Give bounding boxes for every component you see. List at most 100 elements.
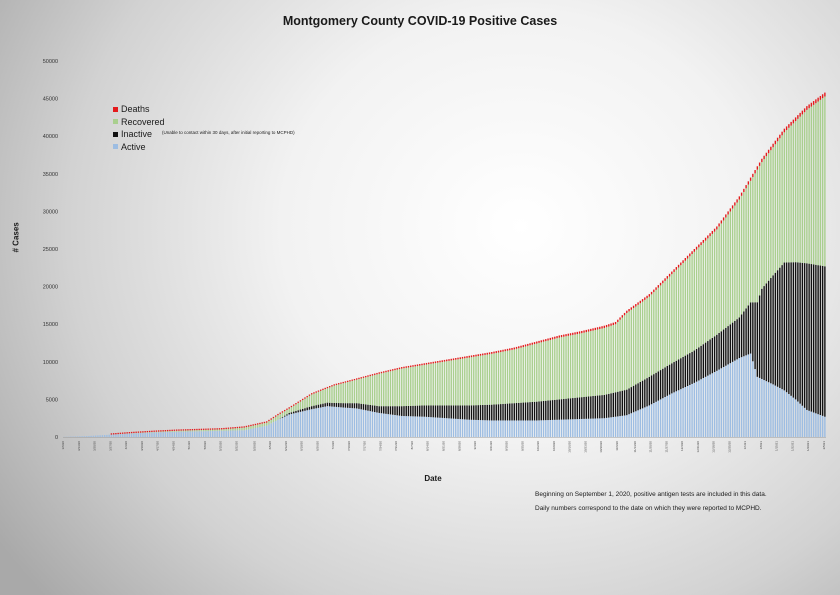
bar-deaths [619, 317, 621, 320]
legend-label-active: Active [121, 141, 146, 152]
bar-active [207, 431, 209, 437]
bar-deaths [720, 220, 723, 224]
legend-swatch-active [113, 144, 118, 150]
bar-deaths [693, 249, 696, 252]
bar-deaths [671, 271, 673, 275]
x-tick-label: 1/1/21 [743, 441, 747, 450]
bar-active [693, 382, 696, 437]
bar-recovered [380, 373, 383, 407]
bar-recovered [279, 413, 281, 419]
bar-active [650, 404, 653, 437]
bar-deaths [241, 426, 243, 428]
bar-inactive [630, 387, 633, 414]
bar-active [662, 398, 664, 437]
bar-recovered [592, 330, 594, 397]
bar-inactive [794, 262, 797, 400]
bar-active [101, 435, 104, 437]
x-tick-label: 5/22/20 [234, 441, 238, 451]
bar-recovered [502, 351, 504, 404]
bar-deaths [734, 202, 736, 206]
bar-recovered [790, 125, 792, 263]
bar-recovered [331, 386, 333, 403]
bar-recovered [556, 338, 558, 400]
bar-inactive [414, 405, 416, 417]
bar-recovered [491, 353, 493, 405]
bar-inactive [533, 401, 536, 421]
bar-recovered [797, 118, 799, 263]
bar-recovered [772, 147, 774, 276]
bar-deaths [153, 430, 155, 432]
bar-deaths [596, 327, 599, 330]
bar-active [83, 436, 86, 437]
bar-deaths [718, 223, 720, 227]
bar-recovered [788, 127, 790, 263]
bar-active [250, 428, 252, 437]
bar-recovered [207, 429, 209, 432]
bar-deaths [461, 356, 464, 359]
bar-active [112, 434, 115, 437]
bar-active [560, 419, 563, 437]
bar-recovered [311, 394, 313, 407]
bar-deaths [290, 405, 293, 408]
bar-deaths [639, 300, 642, 304]
bar-active [299, 411, 302, 437]
bar-deaths [356, 378, 358, 380]
bar-active [524, 420, 527, 437]
bar-inactive [491, 404, 493, 421]
bar-active [407, 416, 410, 437]
x-tick-label: 8/7/20 [410, 441, 414, 450]
bar-active [711, 373, 714, 437]
bar-deaths [439, 360, 441, 363]
bar-active [817, 414, 819, 437]
bar-active [214, 430, 216, 437]
bar-active [275, 420, 277, 437]
bar-deaths [727, 211, 729, 215]
bar-active [488, 420, 491, 437]
bar-deaths [272, 416, 275, 419]
bar-inactive [569, 398, 572, 420]
bar-inactive [713, 336, 716, 373]
bar-active [596, 418, 599, 437]
bar-inactive [578, 397, 581, 420]
bar-active [675, 391, 678, 437]
x-tick-label: 6/5/20 [268, 441, 272, 450]
bar-deaths [797, 115, 799, 119]
bar-inactive [457, 405, 459, 419]
bar-inactive [574, 397, 576, 420]
bar-inactive [806, 263, 808, 410]
bar-deaths [549, 337, 551, 340]
bar-active [587, 418, 590, 437]
bar-inactive [560, 399, 563, 420]
bar-active [128, 433, 131, 437]
bar-active [401, 415, 403, 437]
bar-deaths [513, 347, 515, 350]
bar-inactive [639, 381, 642, 410]
bar-recovered [338, 384, 340, 404]
bar-active [335, 406, 338, 437]
bar-active [410, 416, 412, 437]
bar-inactive [637, 383, 639, 411]
bar-inactive [799, 262, 801, 404]
bar-inactive [565, 398, 567, 420]
bar-active [389, 414, 392, 437]
bar-recovered [680, 265, 682, 359]
bar-recovered [358, 379, 360, 404]
bar-deaths [207, 428, 209, 430]
bar-recovered [385, 372, 387, 407]
y-tick-label: 25000 [43, 247, 58, 253]
bar-active [187, 431, 189, 437]
bar-active [812, 412, 815, 437]
bar-active [448, 418, 450, 437]
bar-inactive [686, 354, 689, 387]
bar-active [133, 433, 135, 437]
bar-recovered [736, 202, 738, 320]
bar-recovered [518, 348, 520, 403]
bar-active [704, 376, 707, 437]
bar-recovered [396, 369, 398, 407]
bar-deaths [698, 244, 700, 248]
bar-active [256, 427, 259, 437]
bar-deaths [178, 429, 180, 431]
bar-inactive [716, 334, 718, 371]
bar-recovered [198, 430, 200, 432]
bar-active [99, 435, 101, 437]
